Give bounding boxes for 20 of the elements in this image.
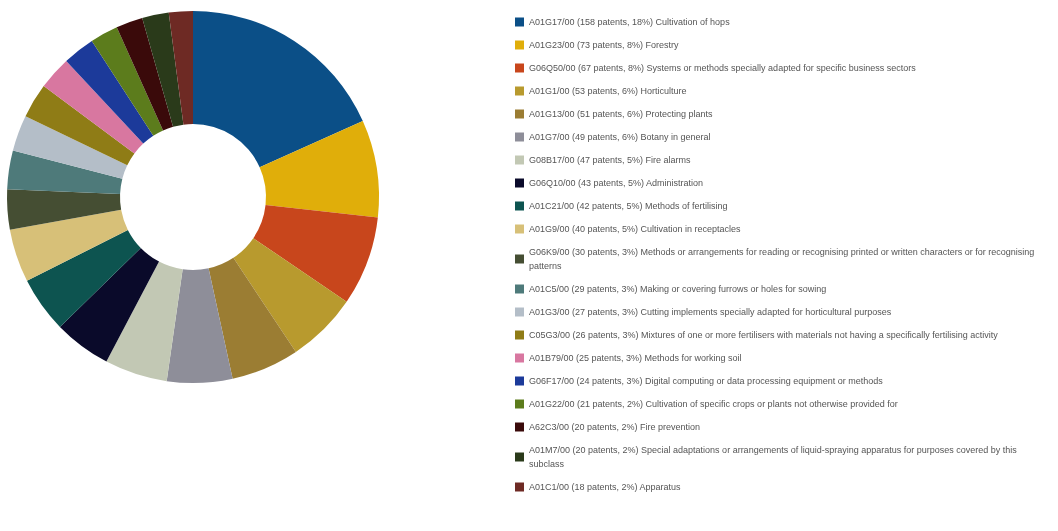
legend-label: G06Q50/00 (67 patents, 8%) Systems or methods specially adapted for specific business sectors bbox=[529, 63, 917, 73]
legend-label: A01C5/00 (29 patents, 3%) Making or covering furrows or holes for sowing bbox=[529, 284, 827, 294]
legend-label: A01C21/00 (42 patents, 5%) Methods of fertilising bbox=[529, 201, 728, 211]
legend-label: A01G7/00 (49 patents, 6%) Botany in general bbox=[529, 132, 711, 142]
legend-label: A01G23/00 (73 patents, 8%) Forestry bbox=[529, 40, 680, 50]
legend-label: A01G17/00 (158 patents, 18%) Cultivation of hops bbox=[529, 17, 731, 27]
legend-label: A01G9/00 (40 patents, 5%) Cultivation in receptacles bbox=[529, 224, 742, 234]
legend-label: A01G3/00 (27 patents, 3%) Cutting implements specially adapted for horticultural purposes bbox=[529, 307, 892, 317]
legend-label: A01G1/00 (53 patents, 6%) Horticulture bbox=[529, 86, 687, 96]
legend-label: G06K9/00 (30 patents, 3%) Methods or arrangements for reading or recognising printed or written characters or for recognising patterns bbox=[529, 247, 1037, 271]
legend-label: A01M7/00 (20 patents, 2%) Special adaptations or arrangements of liquid-spraying apparatus for purposes covered by this subclass bbox=[529, 445, 1020, 469]
legend-label: A01G13/00 (51 patents, 6%) Protecting plants bbox=[529, 109, 714, 119]
legend-label: A62C3/00 (20 patents, 2%) Fire prevention bbox=[529, 422, 701, 432]
legend-label: G08B17/00 (47 patents, 5%) Fire alarms bbox=[529, 155, 692, 165]
legend-label: A01G22/00 (21 patents, 2%) Cultivation of specific crops or plants not otherwise provided for bbox=[529, 399, 898, 409]
legend-label: A01C1/00 (18 patents, 2%) Apparatus bbox=[529, 482, 682, 492]
legend-label: A01B79/00 (25 patents, 3%) Methods for working soil bbox=[529, 353, 742, 363]
legend-label: G06F17/00 (24 patents, 3%) Digital computing or data processing equipment or methods bbox=[529, 376, 884, 386]
legend-label: G06Q10/00 (43 patents, 5%) Administration bbox=[529, 178, 704, 188]
legend-label: C05G3/00 (26 patents, 3%) Mixtures of one or more fertilisers with materials not having a specifically fertilising activity bbox=[529, 330, 999, 340]
